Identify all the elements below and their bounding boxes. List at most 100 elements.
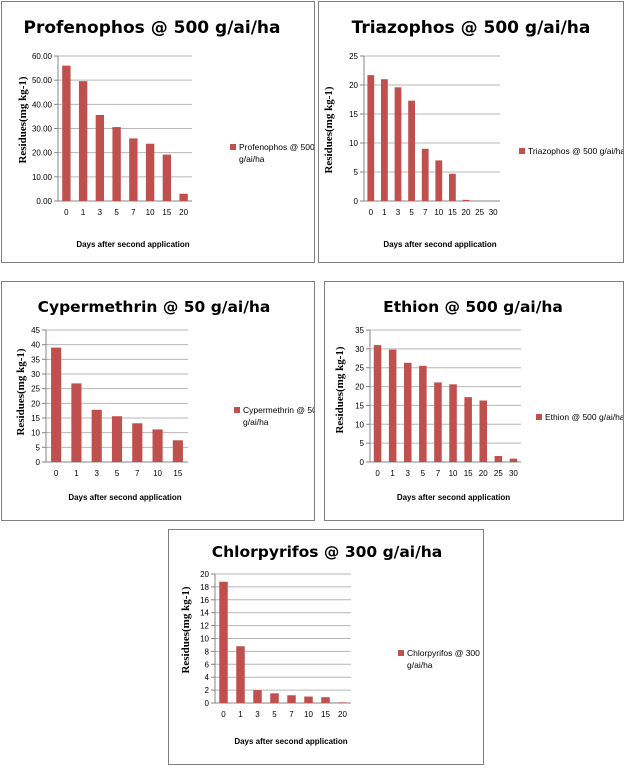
bar-day-3 <box>91 409 102 462</box>
chart-title: Chlorpyrifos @ 300 g/ai/ha <box>212 543 443 561</box>
bar-day-5 <box>270 693 279 703</box>
y-tick-label: 20.00 <box>32 149 53 158</box>
x-tick-label: 0 <box>375 469 380 478</box>
chart-svg: Profenophos @ 500 g/ai/ha 0.00 10.00 20.00 3… <box>17 18 314 249</box>
x-tick-label: 10 <box>304 710 313 719</box>
x-tick-label: 1 <box>74 469 79 478</box>
y-tick-label: 40 <box>31 341 40 350</box>
x-axis-label: Days after second application <box>397 493 510 502</box>
y-tick-label: 0 <box>354 197 359 206</box>
bar-day-10 <box>449 384 457 462</box>
bar-day-3 <box>95 114 105 201</box>
chart-panel-cypermethrin: Cypermethrin @ 50 g/ai/ha 0 5 10 15 20 25 30 35 4… <box>1 281 315 521</box>
y-tick-label: 0 <box>205 699 210 708</box>
y-tick-label: 2 <box>205 686 210 695</box>
bar-day-15 <box>172 440 183 462</box>
legend-swatch <box>398 650 404 656</box>
y-tick-label: 50.00 <box>32 76 53 85</box>
legend-label: g/ai/ha <box>243 417 269 427</box>
x-tick-label: 1 <box>81 208 86 217</box>
x-tick-label: 7 <box>135 469 140 478</box>
bar-day-0 <box>62 65 71 201</box>
x-tick-label: 15 <box>448 208 457 217</box>
y-tick-label: 12 <box>200 622 209 631</box>
y-tick-label: 15 <box>355 401 364 410</box>
chart-title: Profenophos @ 500 g/ai/ha <box>23 18 280 38</box>
y-tick-label: 10.00 <box>32 173 53 182</box>
legend-label: g/ai/ha <box>239 154 265 164</box>
x-tick-label: 15 <box>321 710 330 719</box>
y-tick-label: 25 <box>355 364 364 373</box>
y-tick-label: 5 <box>36 443 41 452</box>
bar-day-5 <box>112 127 121 201</box>
x-tick-label: 5 <box>421 469 426 478</box>
y-tick-label: 10 <box>200 635 209 644</box>
y-tick-label: 35 <box>355 326 364 335</box>
legend-swatch <box>234 407 240 413</box>
x-tick-label: 5 <box>114 208 119 217</box>
x-tick-label: 7 <box>423 208 428 217</box>
y-tick-label: 0.00 <box>36 197 52 206</box>
bar-day-1 <box>388 349 397 462</box>
bar-day-1 <box>381 79 388 201</box>
x-tick-label: 0 <box>369 208 374 217</box>
bar-day-15 <box>464 397 472 462</box>
bar-day-7 <box>434 382 442 462</box>
x-tick-label: 15 <box>162 208 171 217</box>
y-tick-label: 45 <box>31 326 40 335</box>
x-tick-label: 3 <box>98 208 103 217</box>
y-axis-label: Residues(mg kg-1) <box>323 86 335 173</box>
x-tick-label: 7 <box>436 469 441 478</box>
chart-title: Ethion @ 500 g/ai/ha <box>383 298 563 316</box>
y-tick-label: 30 <box>31 370 40 379</box>
legend-label: Chlorpyrifos @ 300 <box>407 648 480 658</box>
x-tick-label: 10 <box>434 208 443 217</box>
chart-svg: Cypermethrin @ 50 g/ai/ha051015202530354… <box>15 298 314 502</box>
x-tick-label: 0 <box>54 469 59 478</box>
x-tick-label: 3 <box>94 469 99 478</box>
x-tick-label: 7 <box>131 208 136 217</box>
x-tick-label: 1 <box>238 710 243 719</box>
y-tick-label: 0 <box>36 458 41 467</box>
bar-day-15 <box>162 154 172 201</box>
x-axis-label: Days after second application <box>234 737 347 746</box>
bar-day-15 <box>321 697 330 703</box>
bar-day-3 <box>403 362 412 462</box>
bar-day-7 <box>287 695 296 703</box>
bar-day-7 <box>132 423 143 462</box>
chart-panel-chlorpyrifos: Chlorpyrifos @ 300 g/ai/ha 0 2 4 6 8 10 12 14 16 1… <box>168 529 484 765</box>
x-tick-label: 30 <box>489 208 498 217</box>
y-tick-label: 10 <box>355 420 364 429</box>
legend-label: Profenophos @ 500 <box>239 142 314 152</box>
x-tick-label: 20 <box>479 469 488 478</box>
y-tick-label: 25 <box>31 385 40 394</box>
x-axis-label: Days after second application <box>76 240 189 249</box>
y-axis-label: Residues(mg kg-1) <box>180 586 192 673</box>
x-tick-label: 20 <box>462 208 471 217</box>
y-tick-label: 5 <box>354 168 359 177</box>
x-tick-label: 1 <box>382 208 387 217</box>
bar-day-7 <box>129 138 138 201</box>
legend-swatch <box>519 148 525 154</box>
bar-day-10 <box>435 160 443 201</box>
legend-label: Triazophos @ 500 g/ai/ha <box>528 146 623 156</box>
x-tick-label: 5 <box>115 469 120 478</box>
x-tick-label: 1 <box>390 469 395 478</box>
bar-day-5 <box>408 100 415 201</box>
x-tick-label: 3 <box>406 469 411 478</box>
x-tick-label: 30 <box>509 469 518 478</box>
y-axis-label: Residues(mg kg-1) <box>15 348 27 435</box>
y-tick-label: 16 <box>200 596 209 605</box>
bar-day-1 <box>236 646 245 703</box>
x-tick-label: 7 <box>289 710 294 719</box>
y-tick-label: 5 <box>360 439 365 448</box>
chart-panel-ethion: Ethion @ 500 g/ai/ha 0 5 10 15 20 25 30 35 0 1 3 5 7 1… <box>324 281 624 521</box>
y-tick-label: 20 <box>349 81 358 90</box>
y-tick-label: 15 <box>349 110 358 119</box>
bar-day-0 <box>367 75 375 201</box>
y-tick-label: 14 <box>200 609 209 618</box>
bar-day-20 <box>179 193 188 201</box>
legend-swatch <box>536 414 542 420</box>
bar-day-20 <box>462 199 470 201</box>
